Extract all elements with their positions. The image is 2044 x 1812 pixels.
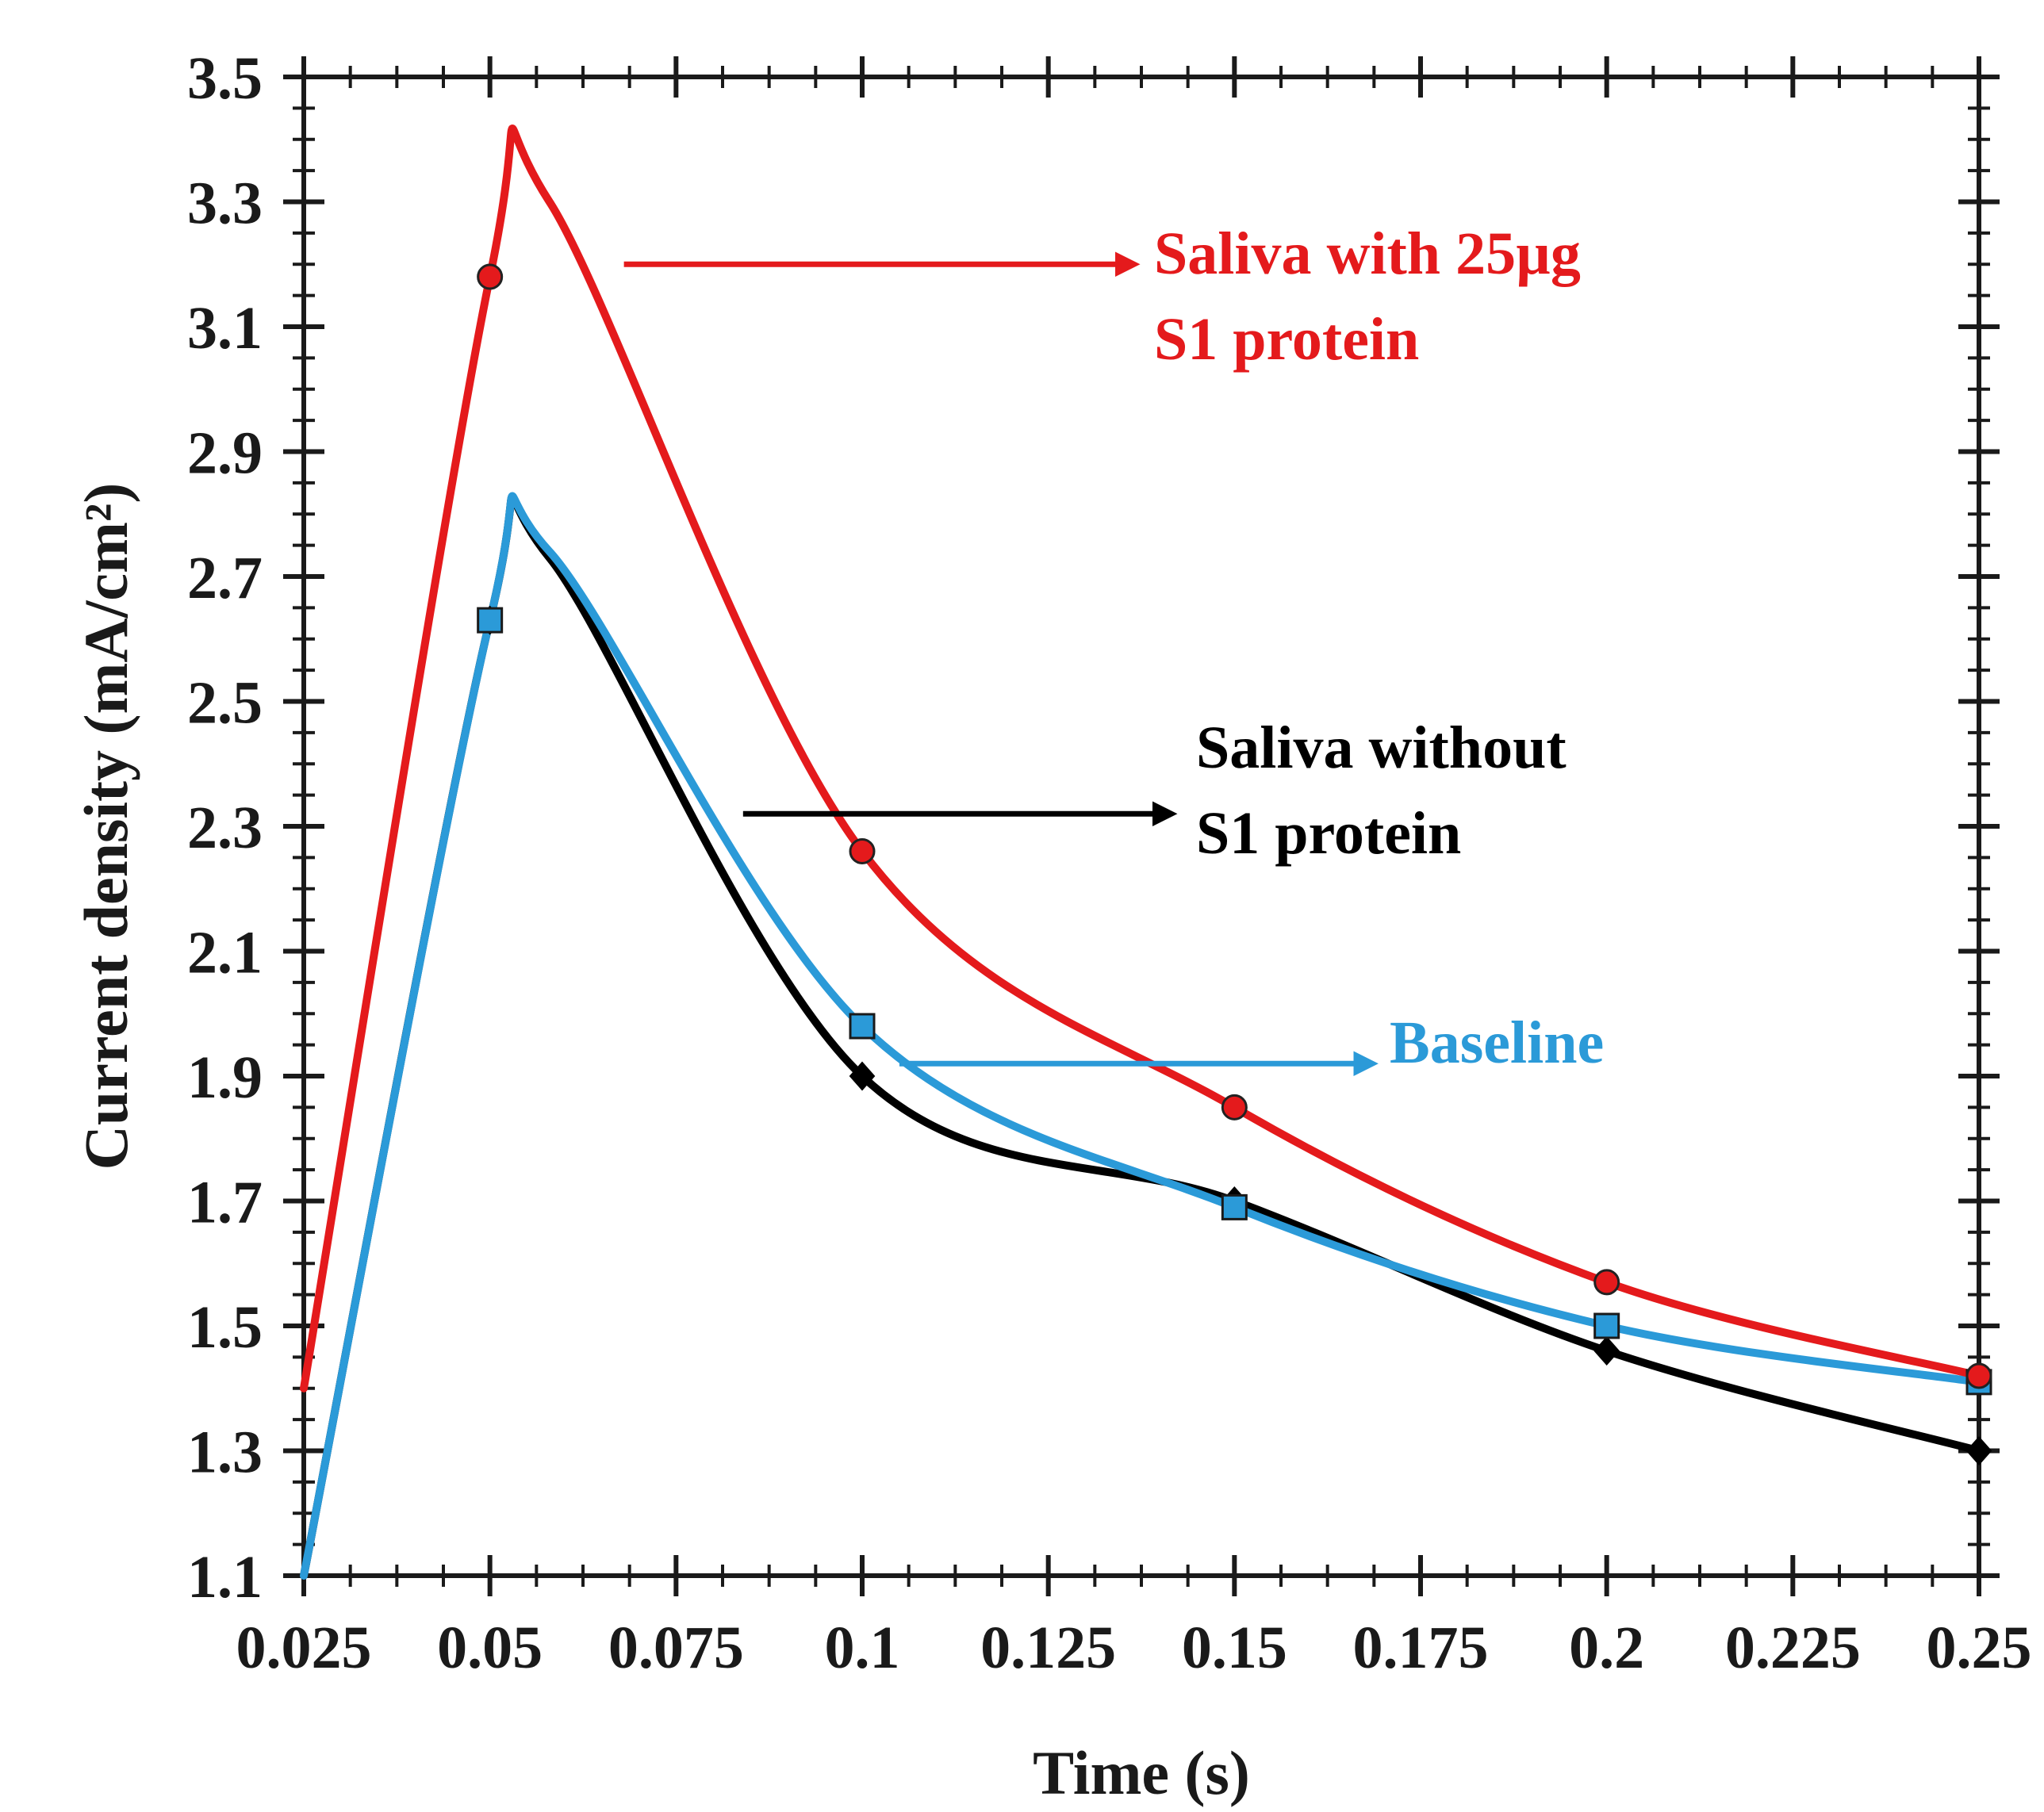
x-tick-label: 0.025	[236, 1615, 372, 1681]
annotation-label: Saliva without	[1196, 714, 1567, 781]
annotation-label: Saliva with 25µg	[1154, 220, 1581, 287]
y-tick-label: 2.5	[187, 670, 263, 737]
x-tick-label: 0.05	[437, 1615, 543, 1681]
x-tick-label: 0.125	[980, 1615, 1116, 1681]
series-marker-square	[477, 607, 504, 634]
x-tick-label: 0.225	[1725, 1615, 1861, 1681]
x-tick-label: 0.15	[1182, 1615, 1287, 1681]
y-tick-label: 1.1	[187, 1544, 263, 1611]
y-tick-label: 3.3	[187, 170, 263, 237]
series-marker-square	[1221, 1193, 1248, 1220]
annotation-label: S1 protein	[1154, 306, 1419, 373]
series-marker-circle	[1965, 1362, 1992, 1389]
series-marker-circle	[477, 263, 504, 290]
series-marker-square	[1593, 1312, 1620, 1339]
y-tick-label: 2.3	[187, 795, 263, 861]
annotation-label: S1 protein	[1196, 800, 1461, 867]
axes-group: 1.1 1.3 1.5 1.7 1.9 2.1 2.3 2.5 2.7 2.9 3.1 3.3 3.5 0…	[187, 45, 2032, 1681]
y-tick-label: 1.9	[187, 1044, 263, 1111]
series-marker-circle	[849, 838, 876, 864]
y-tick-label: 3.5	[187, 45, 263, 112]
series-line-2	[300, 492, 1983, 1580]
x-tick-label: 0.25	[1927, 1615, 2032, 1681]
x-tick-label: 0.075	[608, 1615, 744, 1681]
series-marker-circle	[1593, 1269, 1620, 1296]
y-tick-label: 1.3	[187, 1419, 263, 1486]
series-marker-circle	[1221, 1094, 1248, 1121]
y-tick-label: 2.9	[187, 420, 263, 487]
annotations-group: Saliva with 25µg S1 protein Saliva without…	[623, 220, 1604, 1076]
series-line-1	[300, 492, 1983, 1580]
y-tick-label: 1.5	[187, 1294, 263, 1361]
x-axis-title: Time (s)	[1033, 1738, 1250, 1807]
x-tick-label: 0.2	[1569, 1615, 1644, 1681]
series-marker-square	[849, 1013, 876, 1040]
series-marker-diamond	[1593, 1335, 1620, 1366]
y-tick-label: 2.7	[187, 545, 263, 611]
series-marker-diamond	[849, 1061, 876, 1091]
y-tick-label: 2.1	[187, 920, 263, 986]
x-tick-label: 0.1	[825, 1615, 900, 1681]
y-tick-label: 3.1	[187, 295, 263, 362]
y-axis-title: Current density (mA/cm²)	[71, 483, 140, 1170]
series-line-0	[300, 124, 1983, 1393]
x-tick-label: 0.175	[1353, 1615, 1489, 1681]
series-group	[300, 124, 1983, 1580]
series-marker-diamond	[1965, 1435, 1992, 1466]
annotation-label: Baseline	[1390, 1009, 1604, 1076]
y-tick-label: 1.7	[187, 1170, 263, 1236]
markers-group	[477, 263, 1992, 1466]
